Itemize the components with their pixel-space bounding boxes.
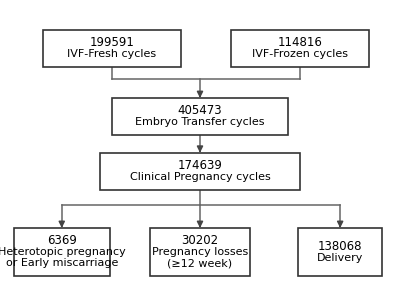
Text: Delivery: Delivery [317,253,363,263]
FancyBboxPatch shape [112,98,288,135]
Text: 30202: 30202 [182,234,218,247]
Text: (≥12 week): (≥12 week) [168,258,232,268]
FancyBboxPatch shape [42,30,181,67]
Text: IVF-Frozen cycles: IVF-Frozen cycles [252,49,348,59]
Text: 6369: 6369 [47,234,77,247]
Text: Heterotopic pregnancy: Heterotopic pregnancy [0,247,126,257]
Text: Clinical Pregnancy cycles: Clinical Pregnancy cycles [130,172,270,182]
Text: 114816: 114816 [278,36,322,49]
FancyBboxPatch shape [231,30,369,67]
Text: Embryo Transfer cycles: Embryo Transfer cycles [135,117,265,127]
Text: Pregnancy losses: Pregnancy losses [152,247,248,257]
Text: 199591: 199591 [89,36,134,49]
FancyBboxPatch shape [100,153,300,190]
Text: or Early miscarriage: or Early miscarriage [6,258,118,268]
FancyBboxPatch shape [298,228,382,276]
FancyBboxPatch shape [14,228,110,276]
Text: 174639: 174639 [178,159,222,172]
Text: IVF-Fresh cycles: IVF-Fresh cycles [67,49,156,59]
FancyBboxPatch shape [150,228,250,276]
Text: 405473: 405473 [178,104,222,117]
Text: 138068: 138068 [318,240,362,253]
